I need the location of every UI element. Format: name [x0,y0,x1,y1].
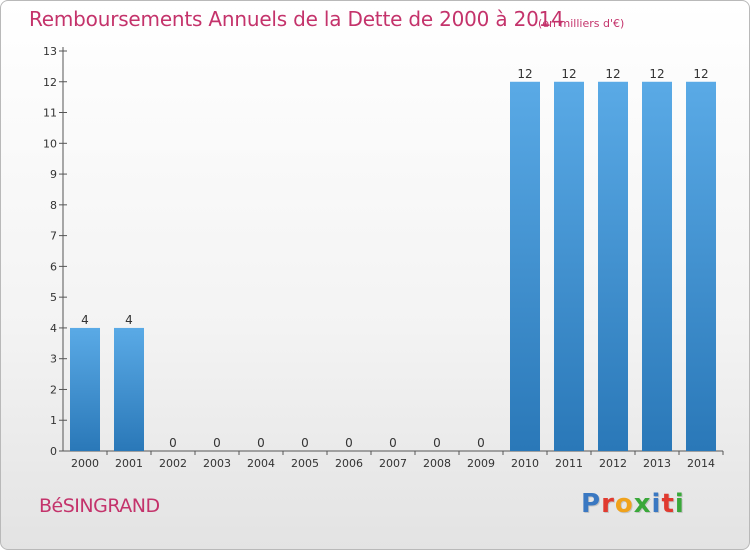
x-tick-label: 2003 [203,457,231,470]
commune-name: BéSINGRAND [39,495,160,517]
logo-letter: t [661,489,675,519]
y-tick-label: 2 [50,383,57,396]
proxiti-logo: Proxiti [581,489,685,519]
logo-letter: o [614,489,634,519]
data-label: 0 [213,436,221,450]
data-label: 0 [169,436,177,450]
x-tick-label: 2009 [467,457,495,470]
chart-title: Remboursements Annuels de la Dette de 20… [29,7,564,31]
data-label: 0 [477,436,485,450]
data-label: 12 [693,67,708,81]
y-tick-label: 10 [43,137,57,150]
y-tick-label: 13 [43,45,57,58]
data-label: 12 [517,67,532,81]
x-tick-label: 2013 [643,457,671,470]
y-tick-label: 5 [50,291,57,304]
x-tick-label: 2005 [291,457,319,470]
y-tick-label: 12 [43,76,57,89]
x-tick-label: 2002 [159,457,187,470]
data-label: 0 [389,436,397,450]
logo-letter: P [581,489,602,519]
x-tick-label: 2011 [555,457,583,470]
data-label: 0 [257,436,265,450]
y-tick-label: 6 [50,260,57,273]
bar [642,81,672,452]
bar [598,81,628,452]
data-label: 4 [125,313,133,327]
data-label: 0 [301,436,309,450]
y-tick-label: 11 [43,107,57,120]
bar [114,327,144,451]
y-tick-label: 4 [50,322,57,335]
y-tick-label: 8 [50,199,57,212]
data-label: 12 [561,67,576,81]
logo-letter: i [651,489,662,519]
data-label: 0 [345,436,353,450]
data-label: 12 [605,67,620,81]
x-tick-label: 2007 [379,457,407,470]
y-tick-label: 1 [50,414,57,427]
x-tick-label: 2006 [335,457,363,470]
bar [686,81,716,452]
y-tick-label: 3 [50,353,57,366]
x-tick-label: 2008 [423,457,451,470]
bar [554,81,584,452]
data-label: 0 [433,436,441,450]
y-tick-label: 9 [50,168,57,181]
bar [510,81,540,452]
x-tick-label: 2012 [599,457,627,470]
x-tick-label: 2004 [247,457,275,470]
y-tick-label: 7 [50,230,57,243]
logo-letter: i [674,489,685,519]
data-label: 4 [81,313,89,327]
chart-unit-label: (en milliers d'€) [538,17,625,30]
logo-letter: x [633,489,652,519]
x-tick-label: 2014 [687,457,715,470]
x-tick-label: 2001 [115,457,143,470]
x-tick-label: 2010 [511,457,539,470]
bar [70,327,100,451]
x-tick-label: 2000 [71,457,99,470]
logo-letter: r [601,489,615,519]
y-tick-label: 0 [50,445,57,458]
data-label: 12 [649,67,664,81]
